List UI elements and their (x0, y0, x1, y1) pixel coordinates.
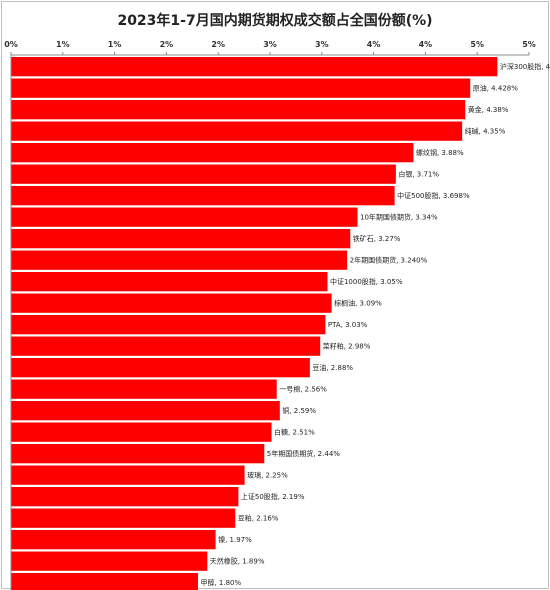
bar (11, 422, 272, 442)
bar (11, 573, 198, 590)
data-label: 原油, 4.428% (473, 84, 518, 93)
bar (11, 143, 414, 163)
data-label: 黄金, 4.38% (468, 105, 509, 114)
x-tick-label: 5% (522, 40, 536, 49)
bar (11, 100, 466, 120)
bar (11, 487, 239, 507)
bar (11, 121, 463, 141)
data-label: 螺纹钢, 3.88% (416, 148, 464, 157)
x-tick-label: 1% (56, 40, 70, 49)
bar (11, 272, 328, 292)
x-tick-label: 2% (211, 40, 225, 49)
bar (11, 293, 332, 313)
data-label: 甲醇, 1.80% (200, 578, 241, 587)
data-label: 铁矿石, 3.27% (353, 234, 401, 243)
x-tick-label: 5% (470, 40, 484, 49)
bar (11, 57, 498, 77)
data-label: 铜, 2.59% (282, 406, 316, 415)
data-label: 豆油, 2.88% (312, 363, 353, 372)
bar (11, 444, 265, 464)
data-label: 10年期国债期货, 3.34% (360, 213, 438, 222)
data-label: 镍, 1.97% (218, 535, 252, 544)
bar (11, 358, 310, 378)
bar (11, 508, 236, 528)
data-label: 沪深300股指, 4.69% (500, 62, 550, 71)
bar (11, 229, 351, 249)
bar (11, 551, 208, 571)
data-label: 棕榈油, 3.09% (334, 299, 382, 308)
x-tick-label: 3% (263, 40, 277, 49)
bar (11, 250, 348, 270)
chart-title: 2023年1-7月国内期货期权成交额占全国份额(%) (117, 13, 433, 29)
bar (11, 315, 326, 335)
bar (11, 530, 216, 550)
bar (11, 207, 358, 227)
data-label: PTA, 3.03% (328, 321, 368, 329)
data-label: 中证1000股指, 3.05% (330, 277, 403, 286)
data-label: 白糖, 2.51% (274, 428, 315, 437)
bar (11, 78, 471, 98)
data-label: 2年期国债期货, 3.240% (350, 256, 428, 265)
x-tick-label: 4% (367, 40, 381, 49)
data-label: 5年期国债期货, 2.44% (267, 449, 340, 458)
data-label: 白银, 3.71% (398, 170, 439, 179)
bar (11, 164, 396, 184)
bar (11, 336, 321, 356)
data-label: 天然橡胶, 1.89% (210, 557, 265, 566)
data-label: 玻璃, 2.25% (247, 471, 288, 480)
data-label: 豆粕, 2.16% (238, 514, 279, 523)
data-label: 纯碱, 4.35% (465, 127, 506, 136)
x-tick-label: 3% (315, 40, 329, 49)
data-label: 中证500股指, 3.698% (397, 191, 470, 200)
x-tick-label: 1% (108, 40, 122, 49)
x-tick-label: 0% (4, 40, 18, 49)
bar (11, 465, 245, 485)
data-label: 上证50股指, 2.19% (241, 492, 305, 501)
bar (11, 186, 395, 206)
data-label: 一号棉, 2.56% (279, 385, 327, 394)
data-label: 菜籽粕, 2.98% (323, 342, 371, 351)
bar (11, 401, 280, 421)
bar (11, 379, 277, 399)
x-tick-label: 2% (160, 40, 174, 49)
x-tick-label: 4% (419, 40, 433, 49)
